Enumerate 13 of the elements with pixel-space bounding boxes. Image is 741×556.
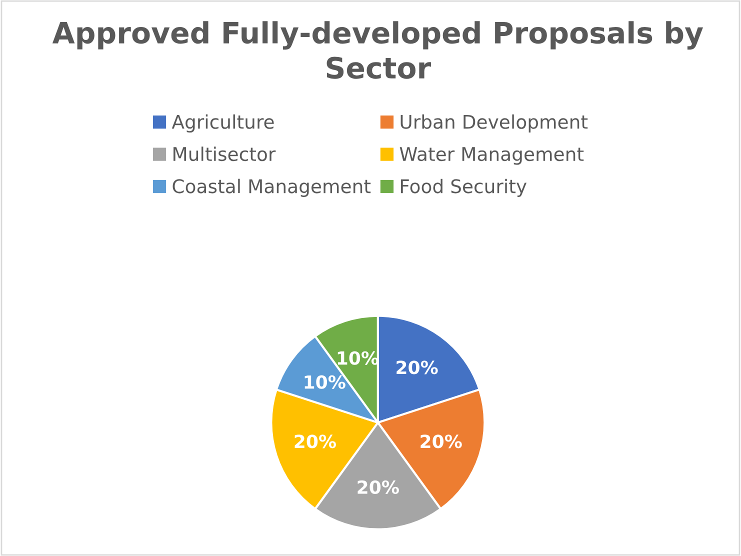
chart-title: Approved Fully-developed Proposals by Sector (52, 21, 704, 79)
data-label: 20% (358, 480, 399, 494)
legend-label: Coastal Management (172, 178, 371, 197)
legend-label: Water Management (400, 147, 584, 165)
data-label: 20% (396, 360, 438, 374)
data-label: 20% (420, 434, 462, 448)
legend-label: Agriculture (172, 114, 274, 133)
data-label: 20% (294, 434, 336, 448)
data-label: 10% (304, 375, 346, 389)
legend-label: Urban Development (400, 114, 588, 133)
data-label: 10% (338, 351, 378, 365)
legend-label: Multisector (174, 146, 276, 162)
legend-label: Food Security (401, 178, 527, 197)
